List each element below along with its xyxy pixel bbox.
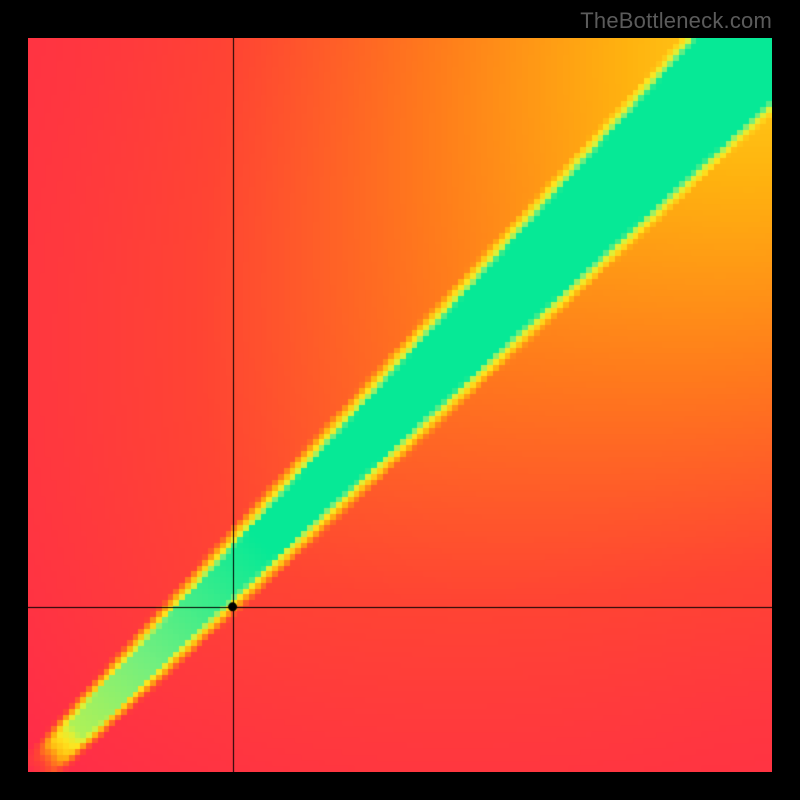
heatmap-canvas bbox=[28, 38, 772, 772]
attribution-label: TheBottleneck.com bbox=[580, 8, 772, 34]
heatmap-plot-frame bbox=[28, 38, 772, 772]
bottleneck-heatmap-page: TheBottleneck.com bbox=[0, 0, 800, 800]
